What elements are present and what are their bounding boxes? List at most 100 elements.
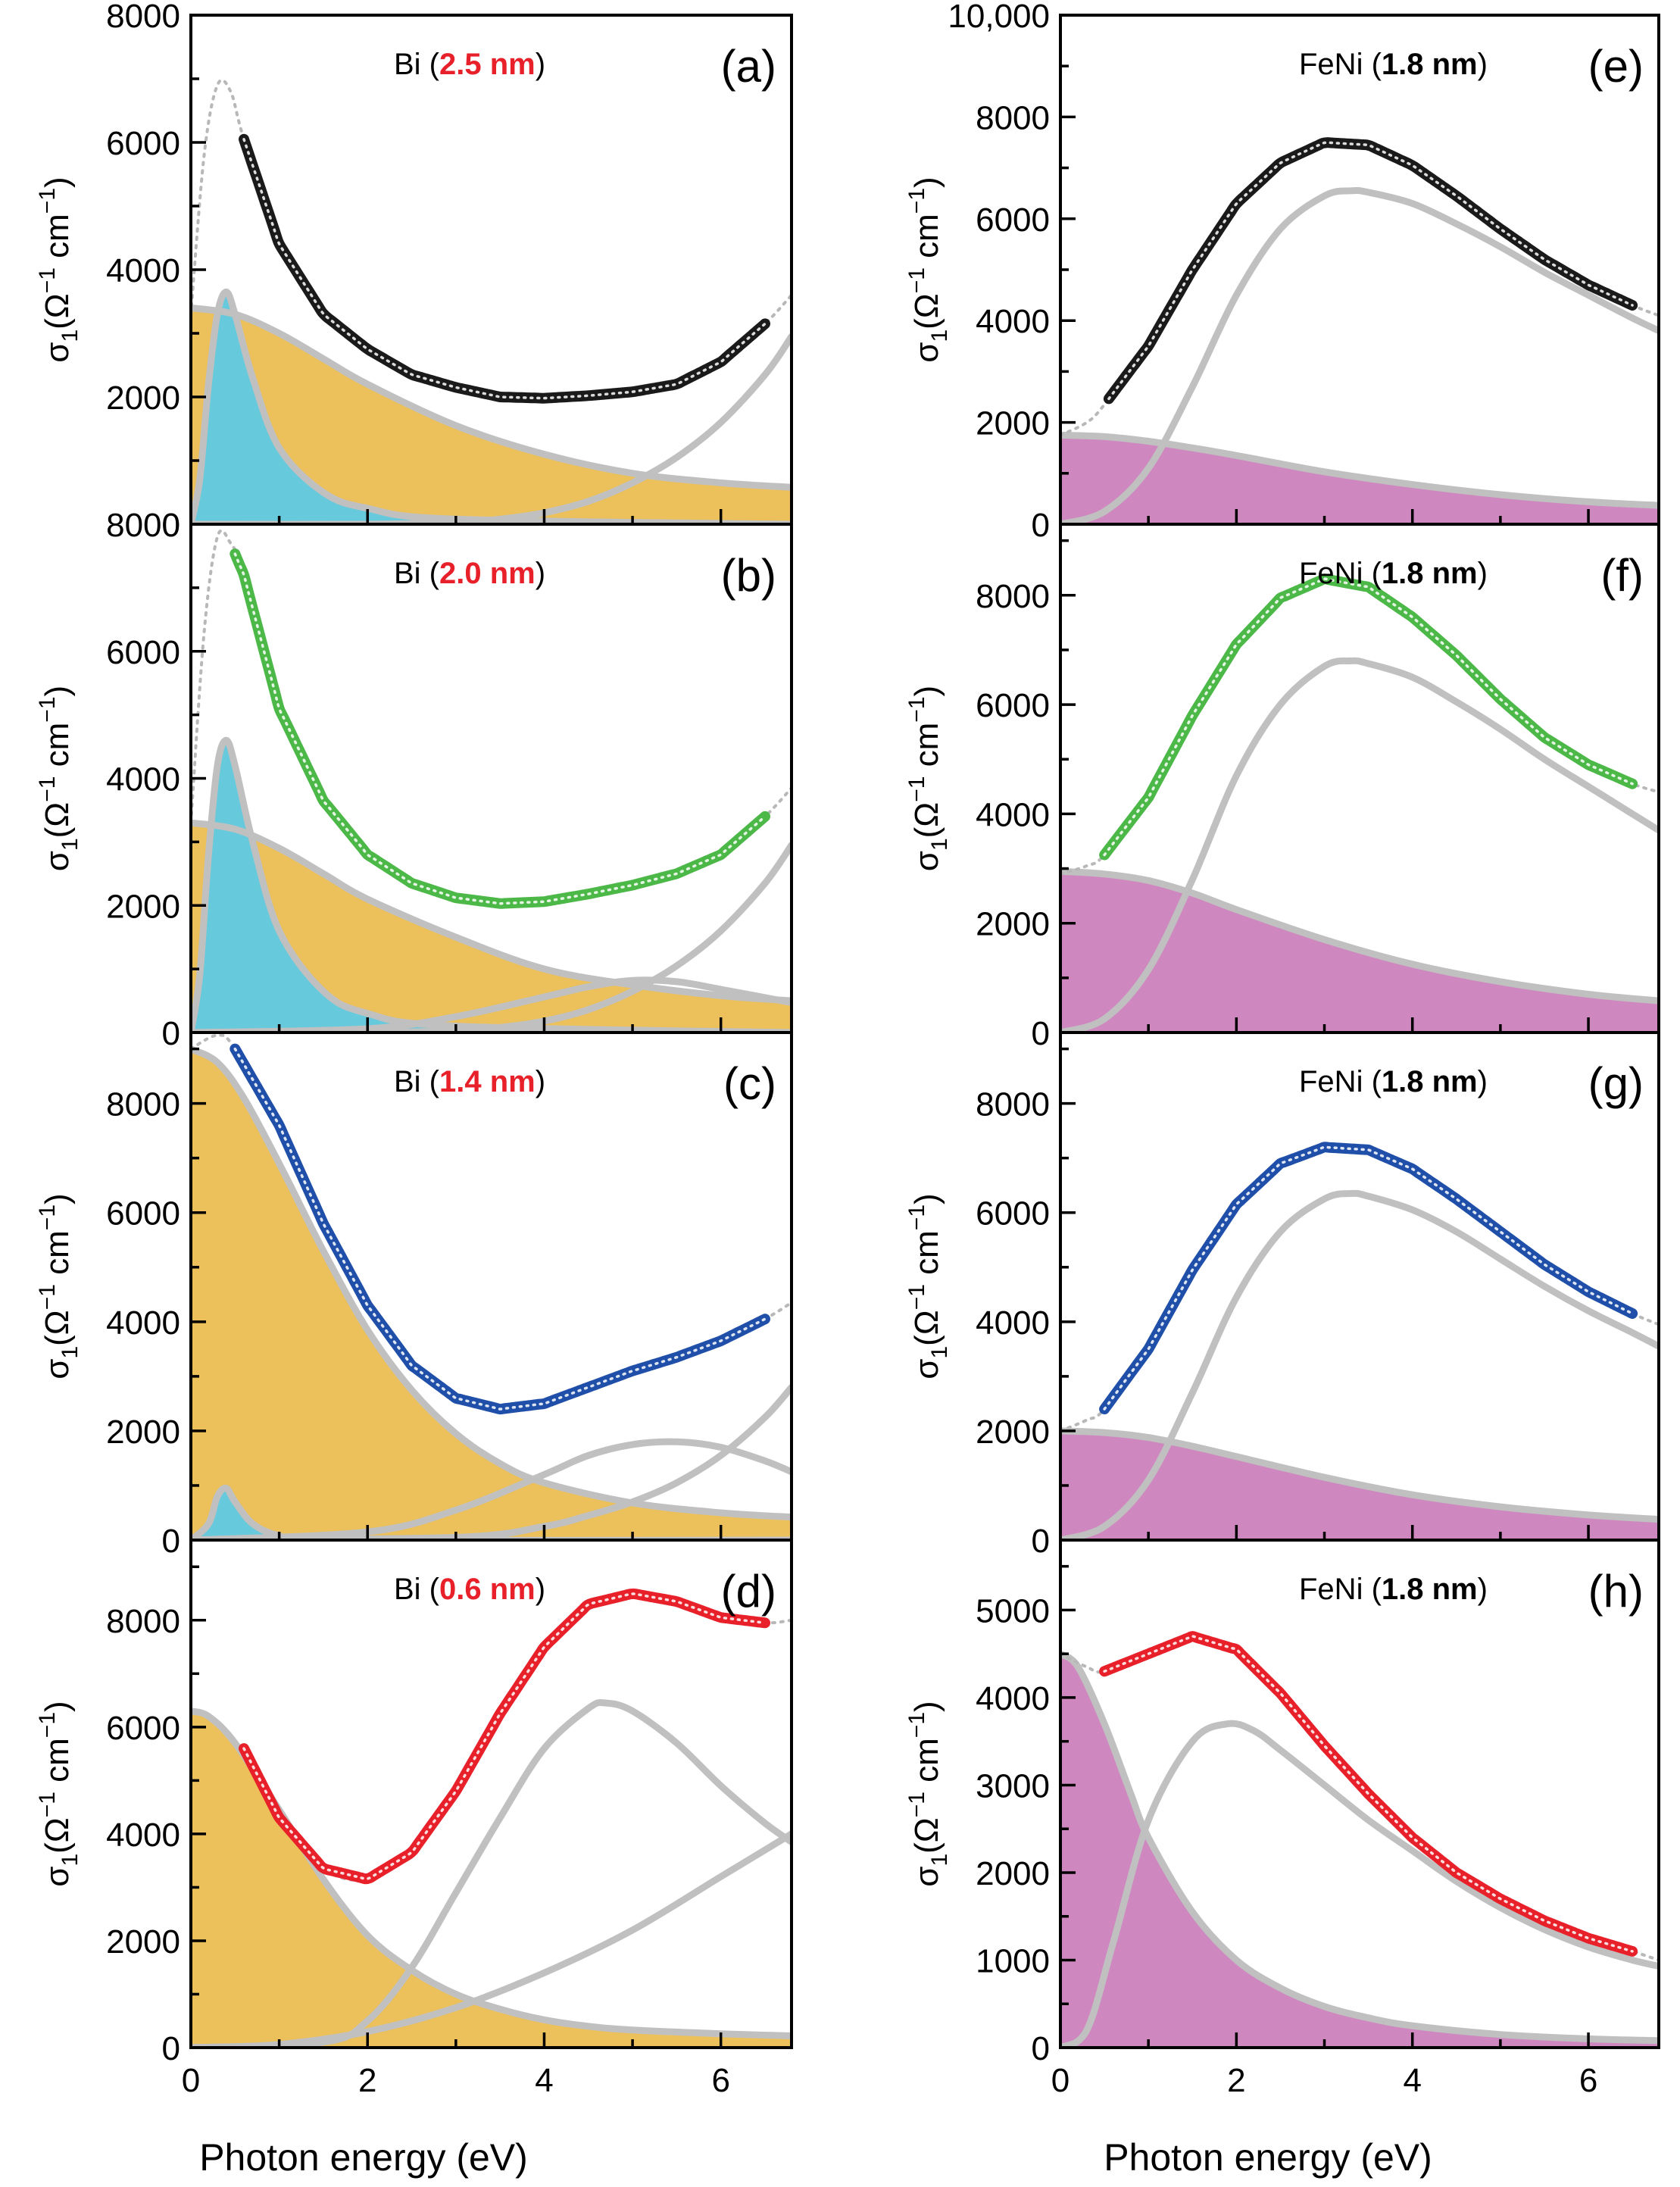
x-axis-label-right: Photon energy (eV): [1104, 2136, 1432, 2179]
panel-title-f: FeNi (1.8 nm): [1299, 557, 1488, 590]
y-axis-label-part: 1: [927, 1854, 952, 1867]
y-tick-label: 8000: [106, 1603, 180, 1640]
panel-title-value: 1.8 nm: [1382, 48, 1478, 81]
experimental-data-dots: [242, 1592, 767, 1880]
component-curve-interband: [1060, 1189, 1659, 1540]
y-tick-label: 8000: [106, 0, 180, 35]
panel-tag-a: (a): [721, 41, 776, 92]
y-axis-c: 0 2000 4000 6000 8000: [106, 1047, 206, 1560]
y-axis-label-part: cm: [39, 1230, 76, 1284]
component-curve-drude: [1060, 431, 1659, 509]
experimental-data-curve: [230, 548, 770, 909]
panel-title-prefix: Bi (: [394, 1573, 440, 1606]
panel-title-value: 0.6 nm: [439, 1573, 536, 1606]
y-tick-label: 4000: [106, 1817, 180, 1854]
panel-title-prefix: FeNi (: [1299, 48, 1382, 81]
component-fill-drude: [191, 308, 792, 524]
y-axis-label-part: −1: [904, 1204, 929, 1230]
panel-tag-f: (f): [1600, 550, 1644, 601]
y-axis-label-part: σ: [39, 1867, 76, 1887]
y-axis-label-part: 1: [927, 330, 952, 342]
plot-area-e: [1060, 137, 1659, 524]
panel-title-suffix: ): [536, 557, 545, 590]
panel-tag-d: (d): [721, 1566, 776, 1617]
y-axis-label-part: ): [39, 686, 76, 697]
panel-title-value: 2.0 nm: [439, 557, 536, 590]
x-tick-label: 2: [358, 2062, 376, 2099]
y-tick-label: 0: [1032, 1015, 1050, 1052]
component-curve-interband: [1060, 186, 1659, 524]
experimental-data-dots: [242, 138, 767, 400]
x-axis-f: [1059, 1017, 1590, 1033]
y-tick-label: 2000: [106, 1414, 180, 1451]
y-axis-g: 0 2000 4000 6000 8000: [976, 1047, 1076, 1560]
y-tick-label: 0: [1032, 1523, 1050, 1560]
panel-title-suffix: ): [536, 1065, 545, 1098]
y-axis-label-part: −1: [904, 1712, 929, 1738]
component-curve-drude: [1060, 867, 1659, 1004]
y-tick-label: 0: [162, 2030, 180, 2067]
y-tick-label: 6000: [106, 125, 180, 162]
x-axis-a: [189, 509, 723, 524]
x-axis-d: 0 2 4 6: [182, 2032, 730, 2099]
y-axis-f: 0 2000 4000 6000 8000: [976, 539, 1076, 1052]
y-axis-label-part: σ: [39, 851, 76, 871]
y-tick-label: 6000: [106, 1710, 180, 1747]
y-axis-label-part: −1: [35, 776, 60, 802]
component-fill-peak: [191, 292, 792, 524]
experimental-data-dots: [1103, 1145, 1634, 1411]
x-tick-label: 0: [1051, 2062, 1070, 2099]
y-axis-label-part: ): [39, 1193, 76, 1204]
y-tick-label: 1000: [976, 1942, 1050, 1979]
experimental-data-dots: [233, 1047, 767, 1411]
plot-area-g: [1060, 1142, 1659, 1540]
component-fill-peak: [191, 740, 792, 1033]
x-tick-label: 6: [711, 2062, 729, 2099]
y-tick-label: 4000: [976, 796, 1050, 833]
y-tick-label: 8000: [976, 99, 1050, 136]
x-axis-h: 0 2 4 6: [1051, 2032, 1597, 2099]
y-axis-label-part: −1: [35, 1284, 60, 1310]
panel-title-prefix: FeNi (: [1299, 1065, 1382, 1098]
x-axis-label-text-right: Photon energy (eV): [1104, 2136, 1432, 2179]
panel-frame-d: [189, 1539, 793, 2049]
y-tick-label: 6000: [106, 634, 180, 671]
y-axis-label-part: 1: [927, 838, 952, 851]
y-axis-label-a: σ1(Ω−1 cm−1): [35, 177, 83, 362]
panel-title-suffix: ): [536, 1573, 545, 1606]
y-axis-label-part: (Ω: [908, 1310, 945, 1346]
component-curve-interband-2: [191, 976, 792, 1033]
experimental-data-dots: [1107, 141, 1634, 401]
experimental-data-dots: [1103, 1635, 1634, 1953]
y-tick-label: 2000: [976, 906, 1050, 943]
panel-title-h: FeNi (1.8 nm): [1299, 1573, 1488, 1606]
panel-title-suffix: ): [1478, 1573, 1488, 1606]
y-axis-label-part: −1: [904, 696, 929, 722]
experimental-data-curve: [1099, 573, 1638, 861]
y-axis-label-part: (Ω: [39, 293, 76, 330]
y-axis-label-b: σ1(Ω−1 cm−1): [35, 686, 83, 871]
y-axis-b: 0 2000 4000 6000 8000: [106, 507, 206, 1052]
y-tick-label: 4000: [976, 1680, 1050, 1717]
x-axis-label-text-left: Photon energy (eV): [199, 2136, 528, 2179]
y-axis-label-part: (Ω: [39, 802, 76, 839]
total-fit-curve: [1060, 576, 1659, 876]
experimental-data-curve: [1099, 1142, 1638, 1415]
experimental-data-curve: [1103, 137, 1638, 405]
y-tick-label: 0: [162, 1015, 180, 1052]
x-tick-label: 6: [1579, 2062, 1597, 2099]
plot-area-c: [191, 1033, 792, 1540]
panel-frame-h: [1059, 1539, 1660, 2049]
y-axis-label-part: σ: [39, 1359, 76, 1379]
panel-tag-e: (e): [1588, 41, 1644, 92]
y-axis-label-part: (Ω: [908, 293, 945, 330]
panel-title-prefix: Bi (: [394, 557, 440, 590]
y-tick-label: 0: [1032, 2030, 1050, 2067]
y-tick-label: 6000: [976, 1195, 1050, 1233]
